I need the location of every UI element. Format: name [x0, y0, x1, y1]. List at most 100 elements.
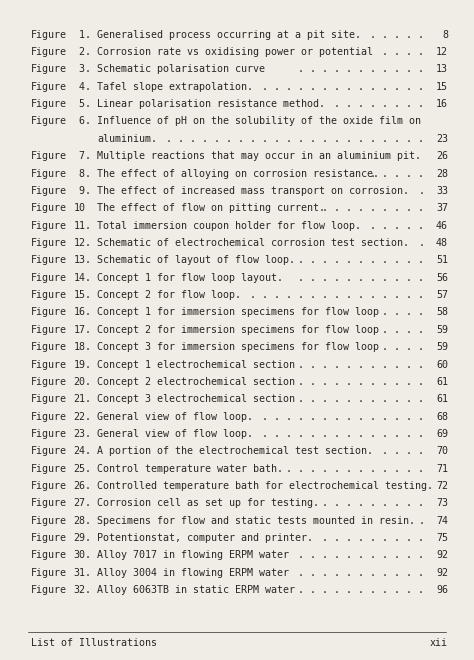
Text: 23: 23	[436, 134, 448, 144]
Text: . . . . . . . . . . .: . . . . . . . . . . .	[298, 273, 424, 282]
Text: 61: 61	[436, 377, 448, 387]
Text: 21.: 21.	[73, 394, 91, 404]
Text: . . . . . . . . . . . . . . .: . . . . . . . . . . . . . . .	[250, 290, 424, 300]
Text: A portion of the electrochemical test section.: A portion of the electrochemical test se…	[97, 446, 373, 456]
Text: . . . . . . . . .: . . . . . . . . .	[322, 203, 424, 213]
Text: Figure: Figure	[31, 290, 67, 300]
Text: Controlled temperature bath for electrochemical testing.: Controlled temperature bath for electroc…	[97, 481, 433, 491]
Text: . . . . . . . .: . . . . . . . .	[334, 99, 424, 109]
Text: Concept 2 for immersion specimens for flow loop: Concept 2 for immersion specimens for fl…	[97, 325, 379, 335]
Text: Figure: Figure	[31, 30, 67, 40]
Text: .: .	[418, 238, 424, 248]
Text: . . . . . . . . . . .: . . . . . . . . . . .	[298, 550, 424, 560]
Text: . . . . . . . . . . .: . . . . . . . . . . .	[298, 65, 424, 75]
Text: 16.: 16.	[73, 308, 91, 317]
Text: Figure: Figure	[31, 429, 67, 439]
Text: 11.: 11.	[73, 220, 91, 230]
Text: Figure: Figure	[31, 117, 67, 127]
Text: 9.: 9.	[73, 186, 91, 196]
Text: . . . . . . . . . . . . . . . . . . . . . .: . . . . . . . . . . . . . . . . . . . . …	[166, 134, 424, 144]
Text: Figure: Figure	[31, 481, 67, 491]
Text: Concept 1 for flow loop layout.: Concept 1 for flow loop layout.	[97, 273, 283, 282]
Text: 1.: 1.	[73, 30, 91, 40]
Text: 13: 13	[436, 65, 448, 75]
Text: Concept 1 electrochemical section: Concept 1 electrochemical section	[97, 360, 295, 370]
Text: . . . . .: . . . . .	[370, 168, 424, 179]
Text: 61: 61	[436, 394, 448, 404]
Text: 92: 92	[436, 568, 448, 578]
Text: 57: 57	[436, 290, 448, 300]
Text: 15.: 15.	[73, 290, 91, 300]
Text: . . . .: . . . .	[382, 47, 424, 57]
Text: Figure: Figure	[31, 550, 67, 560]
Text: 30.: 30.	[73, 550, 91, 560]
Text: Figure: Figure	[31, 377, 67, 387]
Text: Figure: Figure	[31, 360, 67, 370]
Text: 18.: 18.	[73, 342, 91, 352]
Text: 32.: 32.	[73, 585, 91, 595]
Text: Control temperature water bath.: Control temperature water bath.	[97, 463, 283, 474]
Text: Figure: Figure	[31, 82, 67, 92]
Text: . . . .: . . . .	[382, 325, 424, 335]
Text: 73: 73	[436, 498, 448, 508]
Text: Figure: Figure	[31, 203, 67, 213]
Text: 33: 33	[436, 186, 448, 196]
Text: List of Illustrations: List of Illustrations	[31, 638, 157, 647]
Text: General view of flow loop.: General view of flow loop.	[97, 429, 253, 439]
Text: . . . . . . . . . . . . . .: . . . . . . . . . . . . . .	[262, 429, 424, 439]
Text: Figure: Figure	[31, 47, 67, 57]
Text: 8: 8	[442, 30, 448, 40]
Text: Figure: Figure	[31, 585, 67, 595]
Text: Total immersion coupon holder for flow loop.: Total immersion coupon holder for flow l…	[97, 220, 361, 230]
Text: 72: 72	[436, 481, 448, 491]
Text: . . . . . . . . . . .: . . . . . . . . . . .	[298, 394, 424, 404]
Text: Concept 3 for immersion specimens for flow loop: Concept 3 for immersion specimens for fl…	[97, 342, 379, 352]
Text: 7.: 7.	[73, 151, 91, 161]
Text: . . . . .: . . . . .	[370, 220, 424, 230]
Text: Figure: Figure	[31, 151, 67, 161]
Text: 68: 68	[436, 412, 448, 422]
Text: 22.: 22.	[73, 412, 91, 422]
Text: Concept 2 for flow loop.: Concept 2 for flow loop.	[97, 290, 241, 300]
Text: . . . . . . . . .: . . . . . . . . .	[322, 498, 424, 508]
Text: Figure: Figure	[31, 533, 67, 543]
Text: 59: 59	[436, 342, 448, 352]
Text: Potentionstat, computer and printer.: Potentionstat, computer and printer.	[97, 533, 313, 543]
Text: General view of flow loop.: General view of flow loop.	[97, 412, 253, 422]
Text: . . . . . . . . . . .: . . . . . . . . . . .	[298, 377, 424, 387]
Text: Alloy 6063TB in static ERPM water: Alloy 6063TB in static ERPM water	[97, 585, 295, 595]
Text: Figure: Figure	[31, 168, 67, 179]
Text: . . . . . . . . . . .: . . . . . . . . . . .	[298, 585, 424, 595]
Text: 8.: 8.	[73, 168, 91, 179]
Text: 58: 58	[436, 308, 448, 317]
Text: Schematic of electrochemical corrosion test section.: Schematic of electrochemical corrosion t…	[97, 238, 409, 248]
Text: 14.: 14.	[73, 273, 91, 282]
Text: 31.: 31.	[73, 568, 91, 578]
Text: 20.: 20.	[73, 377, 91, 387]
Text: 28: 28	[436, 168, 448, 179]
Text: 29.: 29.	[73, 533, 91, 543]
Text: Concept 3 electrochemical section: Concept 3 electrochemical section	[97, 394, 295, 404]
Text: Figure: Figure	[31, 65, 67, 75]
Text: Multiple reactions that may occur in an aluminium pit.: Multiple reactions that may occur in an …	[97, 151, 421, 161]
Text: 69: 69	[436, 429, 448, 439]
Text: 96: 96	[436, 585, 448, 595]
Text: 10: 10	[73, 203, 85, 213]
Text: Alloy 7017 in flowing ERPM water: Alloy 7017 in flowing ERPM water	[97, 550, 289, 560]
Text: 56: 56	[436, 273, 448, 282]
Text: 5.: 5.	[73, 99, 91, 109]
Text: 15: 15	[436, 82, 448, 92]
Text: . . . .: . . . .	[382, 342, 424, 352]
Text: 13.: 13.	[73, 255, 91, 265]
Text: 60: 60	[436, 360, 448, 370]
Text: 25.: 25.	[73, 463, 91, 474]
Text: .: .	[418, 515, 424, 526]
Text: Figure: Figure	[31, 273, 67, 282]
Text: . . . . . . . . . . . . . .: . . . . . . . . . . . . . .	[262, 412, 424, 422]
Text: 23.: 23.	[73, 429, 91, 439]
Text: Figure: Figure	[31, 220, 67, 230]
Text: 26.: 26.	[73, 481, 91, 491]
Text: 16: 16	[436, 99, 448, 109]
Text: The effect of increased mass transport on corrosion.: The effect of increased mass transport o…	[97, 186, 409, 196]
Text: Figure: Figure	[31, 394, 67, 404]
